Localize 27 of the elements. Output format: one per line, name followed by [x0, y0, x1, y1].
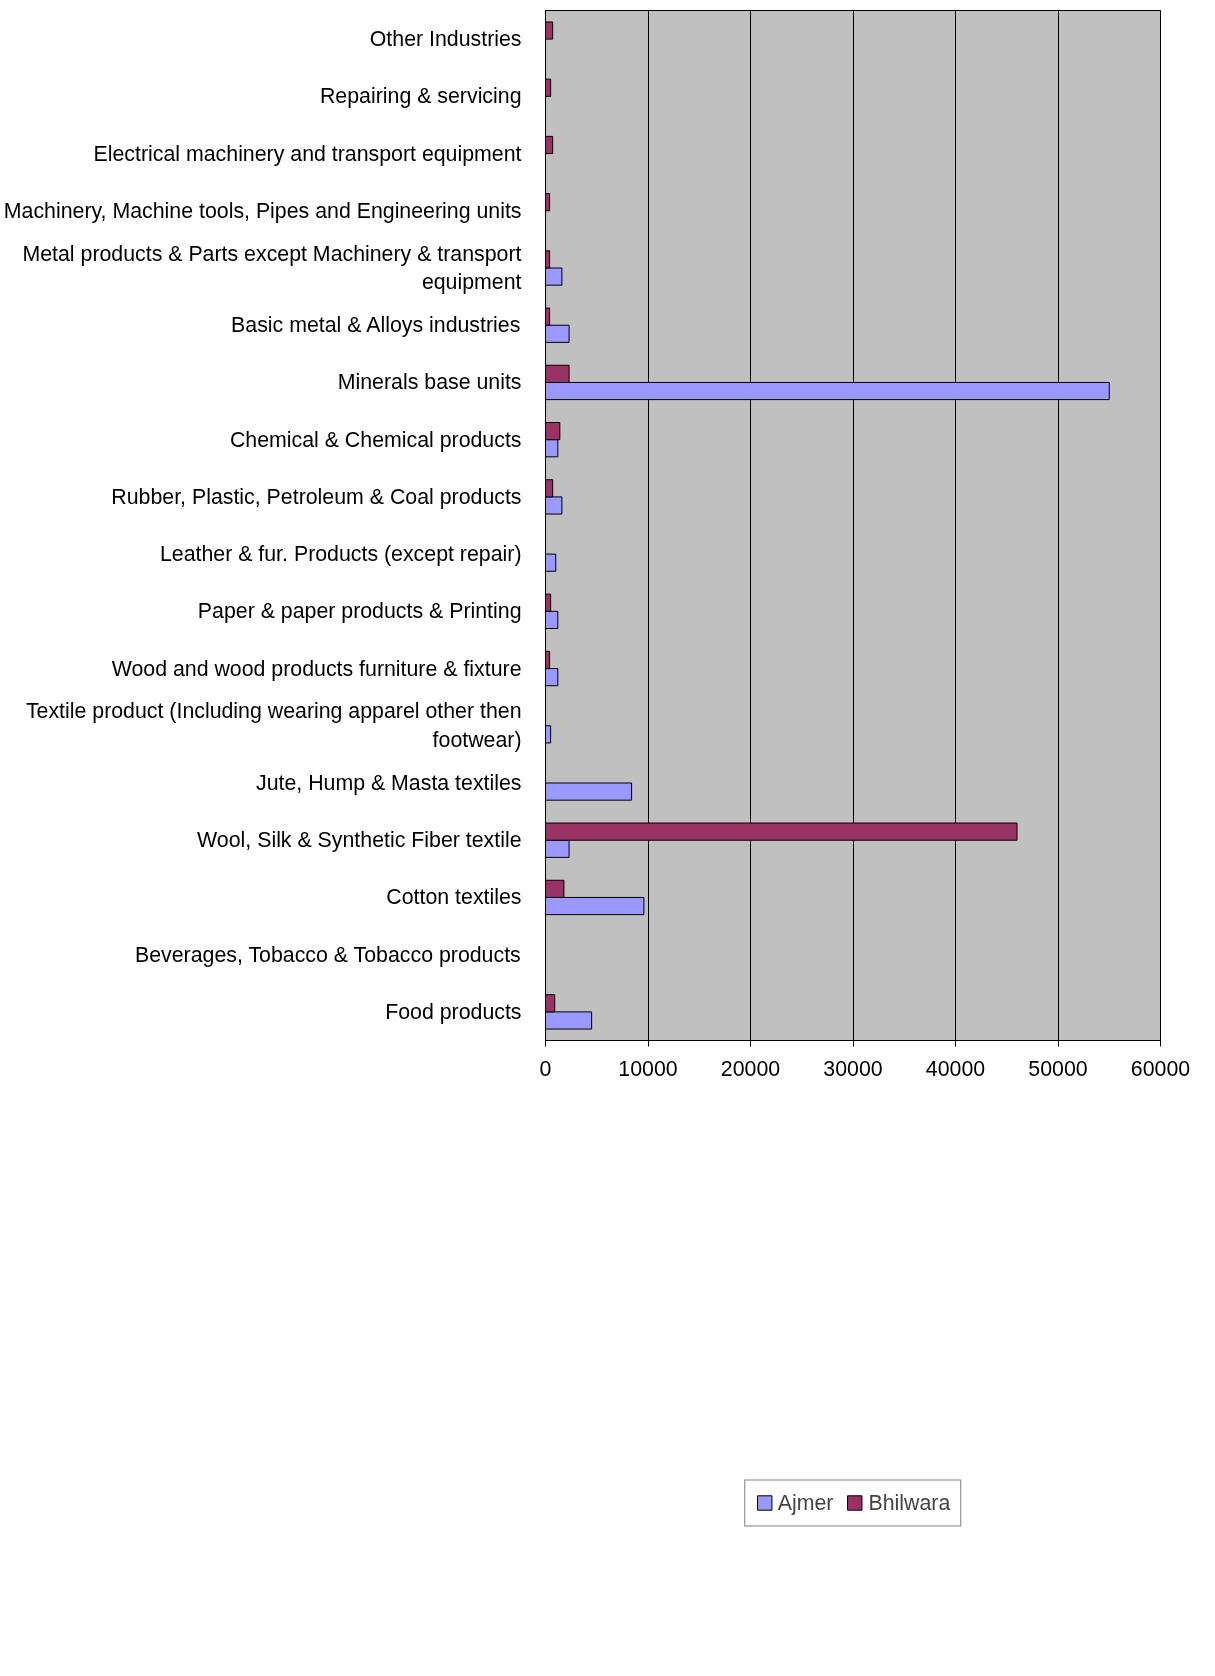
y-tick-label: Cotton textiles: [386, 885, 522, 910]
x-tick-label: 20000: [720, 1056, 781, 1081]
x-tick-label: 30000: [823, 1056, 883, 1081]
y-tick-label: Basic metal & Alloys industries: [231, 313, 521, 338]
y-tick-label: Food products: [385, 999, 522, 1024]
y-tick-label: Paper & paper products & Printing: [197, 599, 522, 624]
legend-label: Ajmer: [777, 1490, 834, 1516]
x-tick-label: 60000: [1130, 1056, 1191, 1081]
y-tick-label: Textile product (Including wearing apparel other then footwear): [25, 699, 522, 753]
y-tick-label: Leather & fur. Products (except repair): [159, 542, 522, 567]
y-tick-label: Machinery, Machine tools, Pipes and Engineering units: [3, 198, 522, 223]
y-tick-label: Jute, Hump & Masta textiles: [255, 771, 522, 795]
x-tick-label: 10000: [618, 1056, 678, 1081]
y-tick-label: Metal products & Parts except Machinery & transport equipment: [22, 241, 522, 295]
y-tick-label: Beverages, Tobacco & Tobacco products: [135, 942, 521, 967]
y-tick-label: Wood and wood products furniture & fixture: [111, 656, 522, 681]
y-tick-label: Rubber, Plastic, Petroleum & Coal products: [111, 484, 522, 509]
y-tick-label: Minerals base units: [337, 370, 522, 395]
x-tick-label: 40000: [925, 1056, 986, 1081]
x-tick-label: 0: [539, 1056, 552, 1081]
y-tick-label: Repairing & servicing: [319, 84, 522, 109]
y-tick-label: Chemical & Chemical products: [229, 427, 522, 452]
y-tick-label: Wool, Silk & Synthetic Fiber textile: [197, 828, 522, 853]
y-tick-label: Other Industries: [369, 27, 522, 52]
legend-label: Bhilwara: [868, 1490, 951, 1516]
y-tick-label: Electrical machinery and transport equipment: [93, 141, 522, 166]
x-tick-label: 50000: [1028, 1056, 1088, 1081]
